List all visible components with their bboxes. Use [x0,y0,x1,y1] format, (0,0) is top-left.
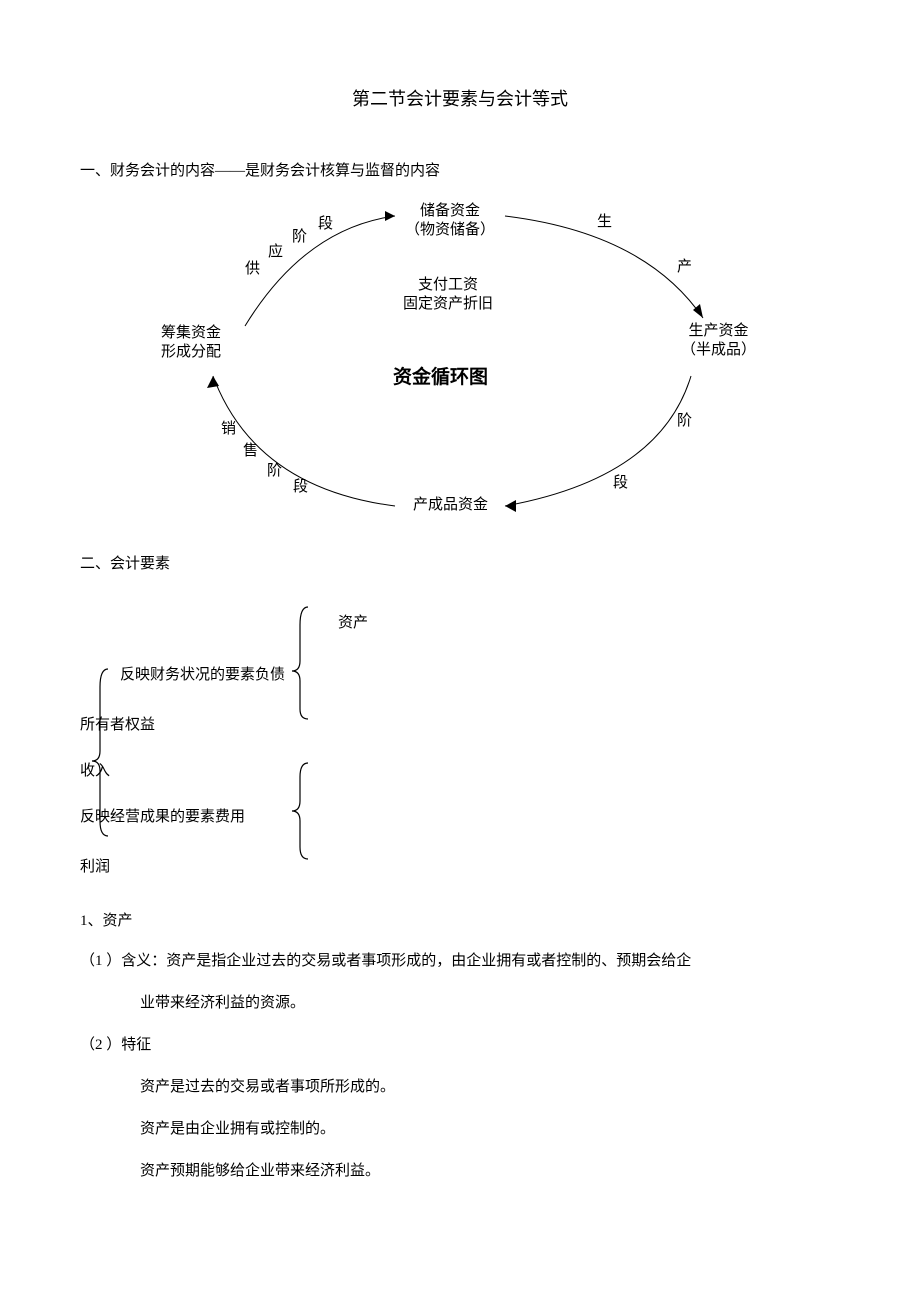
group2-label: 反映经营成果的要素费用 [80,805,245,826]
center-main-label: 资金循环图 [393,366,488,390]
center-sub-label: 支付工资 固定资产折旧 [403,276,493,314]
section-1-heading: 一、财务会计的内容——是财务会计核算与监督的内容 [80,159,840,180]
asset-feature-2: 资产是由企业拥有或控制的。 [80,1108,840,1150]
asset-feature-1: 资产是过去的交易或者事项所形成的。 [80,1066,840,1108]
section-2-heading: 二、会计要素 [80,552,840,573]
arc-sell-4: 段 [293,478,308,497]
arc-supply-3: 阶 [292,228,307,247]
asset-definition-cont: 业带来经济利益的资源。 [80,982,840,1024]
arc-supply-2: 应 [268,243,283,262]
arc-sell-3: 阶 [267,462,282,481]
arc-sell-2: 售 [243,442,258,461]
arc-supply-4: 段 [318,215,333,234]
arc-produce-4: 段 [613,474,628,493]
node-production-fund: 生产资金 （半成品） [681,322,756,360]
node-finished-fund: 产成品资金 [413,496,488,515]
brace-svg [80,591,480,891]
item-revenue: 收入 [80,759,110,780]
group1-label: 反映财务状况的要素负债 [120,663,285,684]
arc-sell-1: 销 [221,420,236,439]
node-raise-fund: 筹集资金 形成分配 [161,324,221,362]
arc-produce-2: 产 [677,258,692,277]
arc-supply-1: 供 [245,260,260,279]
arc-produce-1: 生 [597,213,612,232]
asset-features-label: （2 ）特征 [80,1024,840,1066]
node-reserve-fund: 储备资金 （物资储备） [405,202,495,240]
elements-brace-diagram: 资产 反映财务状况的要素负债 所有者权益 收入 反映经营成果的要素费用 利润 [80,591,840,891]
asset-definition: （1 ）含义：资产是指企业过去的交易或者事项形成的，由企业拥有或者控制的、预期会… [80,940,840,982]
item-profit: 利润 [80,855,110,876]
diagram-svg [125,198,765,526]
asset-heading: 1、资产 [80,909,840,930]
capital-circulation-diagram: 储备资金 （物资储备） 生产资金 （半成品） 产成品资金 筹集资金 形成分配 支… [125,198,765,526]
arc-produce-3: 阶 [677,412,692,431]
asset-feature-3: 资产预期能够给企业带来经济利益。 [80,1150,840,1192]
item-owners-equity: 所有者权益 [80,713,155,734]
item-asset: 资产 [338,611,368,632]
document-title: 第二节会计要素与会计等式 [80,85,840,111]
